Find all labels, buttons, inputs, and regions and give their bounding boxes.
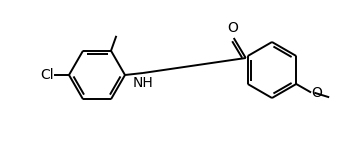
Text: O: O: [227, 21, 238, 35]
Text: Cl: Cl: [40, 68, 54, 82]
Text: O: O: [311, 86, 322, 100]
Text: NH: NH: [132, 76, 153, 90]
